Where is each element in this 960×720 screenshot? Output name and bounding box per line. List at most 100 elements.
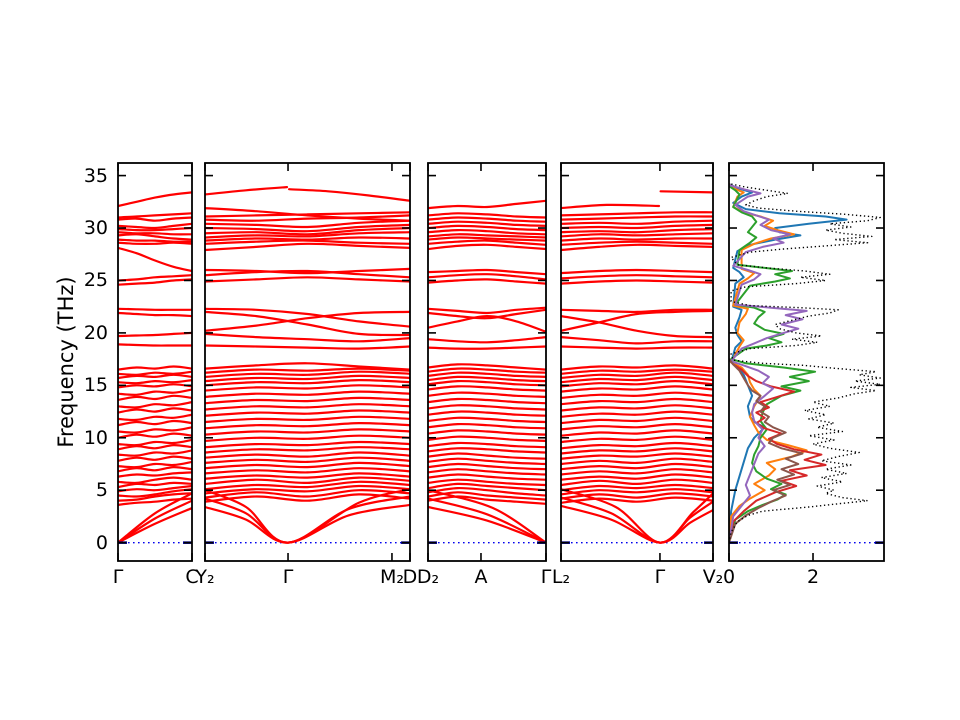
phonon-band-line xyxy=(205,467,410,475)
phonon-band-line xyxy=(561,279,713,285)
y-tick-label: 15 xyxy=(83,374,108,397)
phonon-band-line xyxy=(428,447,546,454)
pdos-purple-curve xyxy=(729,184,808,543)
phonon-band-line xyxy=(561,240,713,246)
phonon-band-line xyxy=(428,497,546,544)
segment-y2-gamma-m2-d-content xyxy=(205,186,410,544)
phonon-band-line xyxy=(118,476,192,485)
phonon-band-line xyxy=(561,452,713,460)
phonon-band-line xyxy=(428,268,546,276)
phonon-band-line xyxy=(561,237,713,242)
phonon-band-line xyxy=(118,388,192,396)
phonon-band-line xyxy=(118,233,192,241)
x-tick-label: 2 xyxy=(806,566,820,588)
y-tick-label: 10 xyxy=(83,426,108,449)
phonon-band-line xyxy=(428,216,546,223)
phonon-band-line xyxy=(561,462,713,471)
phonon-band-line xyxy=(205,390,410,398)
phonon-band-line xyxy=(205,421,410,430)
phonon-band-line xyxy=(428,404,546,411)
phonon-band-line xyxy=(118,241,192,245)
phonon-band-line xyxy=(561,410,713,418)
phonon-band-line xyxy=(561,215,713,221)
phonon-band-line xyxy=(561,496,713,504)
segment-gamma-c-content xyxy=(118,191,192,544)
phonon-band-line xyxy=(118,407,192,414)
phonon-band-line xyxy=(118,370,192,376)
phonon-band-line xyxy=(428,385,546,392)
phonon-band-line xyxy=(561,308,713,314)
phonon-band-line xyxy=(205,461,410,470)
phonon-band-line xyxy=(205,403,410,411)
phonon-band-line xyxy=(561,228,713,234)
x-tick-label: V₂ xyxy=(702,566,724,588)
phonon-band-line xyxy=(118,216,192,222)
phonon-band-line xyxy=(118,278,192,286)
phonon-band-line xyxy=(118,443,192,451)
phonon-band-line xyxy=(118,497,192,506)
phonon-band-line xyxy=(118,499,192,544)
x-tick-label: D xyxy=(402,566,418,588)
pdos-orange-curve xyxy=(729,183,808,543)
phonon-band-line xyxy=(205,310,410,332)
phonon-band-line xyxy=(428,410,546,417)
phonon-band-line xyxy=(118,343,192,347)
phonon-band-line xyxy=(428,422,546,430)
phonon-band-line xyxy=(118,488,192,498)
phonon-band-line xyxy=(659,190,713,194)
phonon-band-line xyxy=(428,278,546,285)
phonon-band-line xyxy=(205,415,410,424)
phonon-band-line xyxy=(561,429,713,437)
phonon-band-line xyxy=(205,489,410,499)
phonon-band-line xyxy=(428,363,546,371)
phonon-band-line xyxy=(561,404,713,412)
phonon-band-line xyxy=(428,233,546,239)
phonon-band-line xyxy=(428,462,546,471)
pdos-green-curve xyxy=(729,185,817,543)
phonon-band-line xyxy=(118,438,192,447)
phonon-band-line xyxy=(428,505,546,544)
x-tick-label: Y₂ xyxy=(195,566,215,588)
y-axis-title: Frequency (THz) xyxy=(54,276,78,448)
phonon-band-line xyxy=(428,397,546,405)
phonon-band-line xyxy=(428,375,546,383)
phonon-band-line xyxy=(561,223,713,230)
phonon-band-line xyxy=(561,397,713,406)
phonon-band-line xyxy=(428,199,546,210)
phonon-band-line xyxy=(561,478,713,487)
phonon-band-line xyxy=(428,236,546,242)
phonon-band-line xyxy=(118,481,192,489)
phonon-band-line xyxy=(561,371,713,380)
phonon-band-line xyxy=(428,228,546,236)
phonon-band-line xyxy=(205,236,410,242)
phonon-band-line xyxy=(205,456,410,464)
phonon-band-line xyxy=(205,484,410,495)
phonon-band-line xyxy=(118,471,192,478)
phonon-band-line xyxy=(118,492,192,544)
phonon-band-line xyxy=(561,219,713,225)
phonon-band-line xyxy=(205,362,410,371)
segment-d2-a-gamma-frame xyxy=(427,162,547,562)
phonon-band-line xyxy=(205,370,410,378)
phonon-band-line xyxy=(561,364,713,371)
phonon-band-line xyxy=(118,379,192,385)
phonon-band-line xyxy=(561,441,713,450)
phonon-band-line xyxy=(118,401,192,409)
phonon-band-line xyxy=(561,468,713,476)
phonon-band-line xyxy=(561,268,713,275)
phonon-band-line xyxy=(428,486,546,497)
phonon-band-line xyxy=(118,419,192,427)
phonon-band-line xyxy=(205,219,410,229)
y-tick-label: 0 xyxy=(95,531,108,554)
phonon-band-line xyxy=(205,207,410,222)
phonon-band-line xyxy=(561,391,713,399)
phonon-band-line xyxy=(205,332,410,343)
phonon-band-line xyxy=(561,488,713,496)
phonon-band-line xyxy=(561,243,713,252)
phonon-band-line xyxy=(561,336,713,345)
phonon-band-line xyxy=(118,449,192,457)
phonon-band-line xyxy=(205,367,410,374)
phonon-band-line xyxy=(561,203,661,210)
phonon-band-line xyxy=(561,492,713,500)
